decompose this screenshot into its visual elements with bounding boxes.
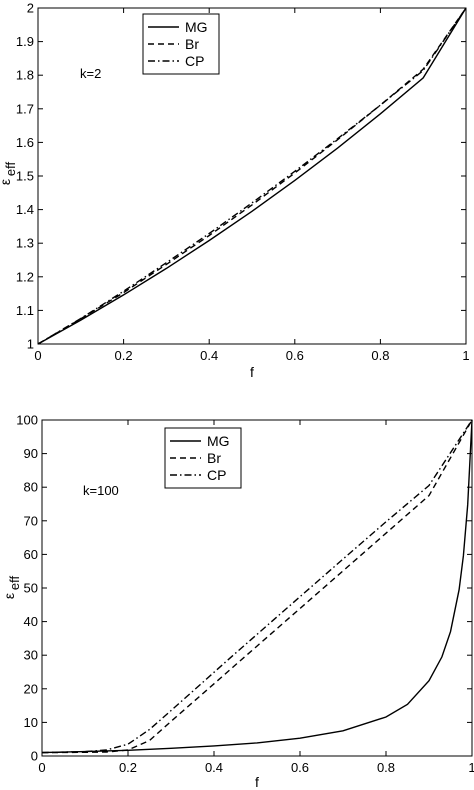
y-tick-label: 80 <box>24 480 38 495</box>
legend-box <box>142 13 220 75</box>
x-tick-label: 1 <box>468 760 474 775</box>
series-line-br <box>37 7 467 345</box>
legend-box <box>164 427 242 489</box>
series-line-mg <box>37 7 467 345</box>
y-tick-label: 1.2 <box>16 269 34 284</box>
y-tick-label: 1.3 <box>16 236 34 251</box>
y-axis-title-symbol: ε <box>0 179 13 185</box>
series-line-cp <box>41 419 473 754</box>
x-axis-title: f <box>250 364 254 380</box>
y-axis-title-subscript: eff <box>7 576 22 591</box>
y-tick-label: 0 <box>31 749 38 764</box>
y-tick-label: 90 <box>24 446 38 461</box>
y-tick-label: 1.1 <box>16 303 34 318</box>
y-tick-label: 1.7 <box>16 101 34 116</box>
x-axis-title: f <box>255 774 259 790</box>
y-tick-label: 1.9 <box>16 34 34 49</box>
y-tick-label: 1.4 <box>16 202 34 217</box>
legend-label-br: Br <box>207 450 221 466</box>
y-tick-label: 50 <box>24 581 38 596</box>
x-tick-label: 0 <box>38 760 45 775</box>
legend-label-mg: MG <box>207 433 230 449</box>
y-axis-title-symbol: ε <box>1 593 17 599</box>
x-tick-label: 0 <box>34 348 41 363</box>
y-tick-label: 100 <box>16 413 38 428</box>
y-tick-label: 60 <box>24 547 38 562</box>
y-tick-label: 1.6 <box>16 135 34 150</box>
x-tick-label: 0.2 <box>115 348 133 363</box>
k-annotation: k=100 <box>83 483 119 498</box>
x-tick-label: 0.4 <box>200 348 218 363</box>
legend-label-cp: CP <box>185 53 204 69</box>
y-tick-label: 2 <box>27 1 34 16</box>
y-tick-label: 30 <box>24 648 38 663</box>
x-tick-label: 0.8 <box>371 348 389 363</box>
y-tick-label: 70 <box>24 513 38 528</box>
series-line-br <box>41 419 473 754</box>
legend-label-br: Br <box>185 36 199 52</box>
series-line-mg <box>41 419 473 754</box>
chart-panel-1: 0 0.2 0.4 0.6 0.8 1 1 1.1 1.2 1.3 1.4 1.5 1.6 1.7 1.8 1… <box>0 1 470 381</box>
y-tick-label: 1 <box>27 337 34 352</box>
x-tick-label: 0.6 <box>291 760 309 775</box>
y-axis-title: ε eff <box>0 162 18 186</box>
x-tick-label: 1 <box>462 348 469 363</box>
plot-frame <box>41 419 473 757</box>
y-axis-title-subscript: eff <box>3 162 18 177</box>
y-tick-label: 10 <box>24 715 38 730</box>
y-axis-title: ε eff <box>1 576 22 600</box>
legend-label-mg: MG <box>185 19 208 35</box>
x-tick-label: 0.4 <box>205 760 223 775</box>
x-tick-label: 0.8 <box>377 760 395 775</box>
legend-label-cp: CP <box>207 467 226 483</box>
y-tick-label: 1.8 <box>16 68 34 83</box>
plot-frame <box>37 7 467 345</box>
chart-panel-2: 0 0.2 0.4 0.6 0.8 10102030405060708090100fεef… <box>1 413 474 790</box>
x-tick-label: 0.2 <box>119 760 137 775</box>
k-annotation: k=2 <box>80 66 101 81</box>
series-line-cp <box>37 7 467 345</box>
x-tick-label: 0.6 <box>286 348 304 363</box>
y-tick-label: 20 <box>24 681 38 696</box>
y-tick-label: 1.5 <box>16 169 34 184</box>
y-tick-label: 40 <box>24 614 38 629</box>
